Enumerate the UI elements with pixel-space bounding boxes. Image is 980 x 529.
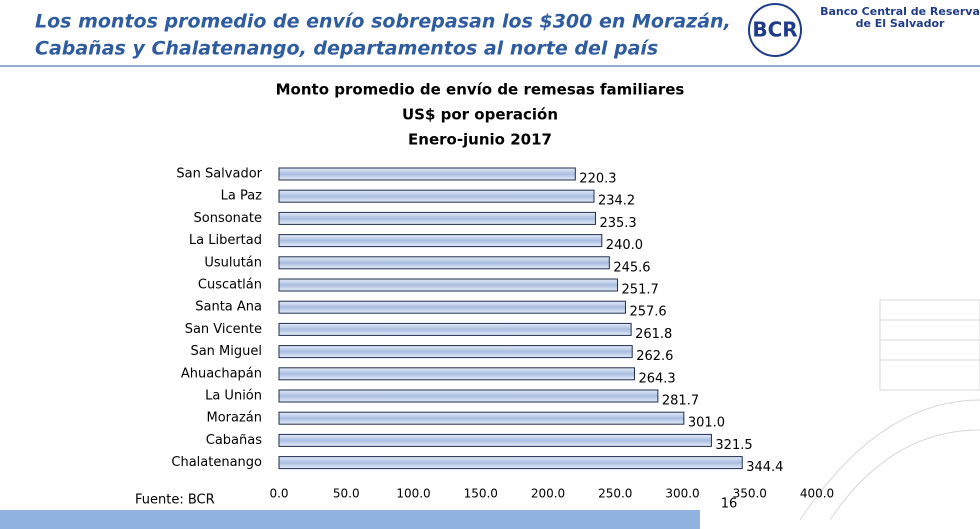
category-label: La Paz [221,189,263,204]
bar [279,346,632,358]
bar [279,235,602,247]
chart: Los montos promedio de envío sobrepasan … [0,0,980,529]
bar [279,457,742,469]
category-label: Ahuachapán [181,366,262,381]
value-label: 240.0 [606,238,643,253]
category-label: La Libertad [189,233,262,248]
x-tick-label: 250.0 [598,487,632,501]
x-tick-label: 300.0 [665,487,699,501]
logo: BCR [752,18,797,42]
value-label: 220.3 [579,172,616,187]
value-label: 257.6 [629,305,666,320]
slide-title: Los montos promedio de envío sobrepasan … [35,11,731,33]
category-label: Sonsonate [194,211,262,226]
category-label: Chalatenango [171,455,262,470]
bar [279,168,575,180]
slide-title: Cabañas y Chalatenango, departamentos al… [35,38,658,60]
chart-title: Monto promedio de envío de remesas famil… [276,81,685,99]
bar [279,434,711,446]
x-tick-label: 100.0 [396,487,430,501]
bar [279,279,618,291]
bank-name: de El Salvador [856,17,945,30]
bar [279,212,595,224]
value-label: 301.0 [688,416,725,431]
category-label: La Unión [205,389,262,404]
slide: Los montos promedio de envío sobrepasan … [0,0,980,529]
bar [279,301,625,313]
x-tick-label: 350.0 [733,487,767,501]
value-label: 261.8 [635,327,672,342]
x-tick-label: 50.0 [333,487,360,501]
bar [279,190,594,202]
category-label: Usulután [204,255,262,270]
bar [279,412,684,424]
category-label: San Miguel [190,344,262,359]
value-label: 281.7 [662,394,699,409]
category-label: San Salvador [176,167,262,182]
chart-title: Enero-junio 2017 [408,131,552,149]
x-tick-label: 400.0 [800,487,834,501]
x-tick-label: 200.0 [531,487,565,501]
value-label: 251.7 [622,283,659,298]
chart-title: US$ por operación [402,106,558,124]
bar [279,257,609,269]
source: Fuente: BCR [135,493,215,508]
value-label: 235.3 [599,216,636,231]
x-tick-label: 150.0 [464,487,498,501]
value-label: 245.6 [613,260,650,275]
value-label: 262.6 [636,349,673,364]
x-tick-label: 0.0 [269,487,288,501]
category-label: Cuscatlán [198,278,262,293]
category-label: San Vicente [185,322,262,337]
category-label: Cabañas [206,433,262,448]
category-label: Santa Ana [195,300,262,315]
footer-band [0,510,700,529]
value-label: 234.2 [598,194,635,209]
bar [279,323,631,335]
value-label: 344.4 [746,460,783,475]
bar [279,390,658,402]
value-label: 264.3 [638,371,675,386]
category-label: Morazán [206,411,262,426]
value-label: 321.5 [715,438,752,453]
bar [279,368,634,380]
